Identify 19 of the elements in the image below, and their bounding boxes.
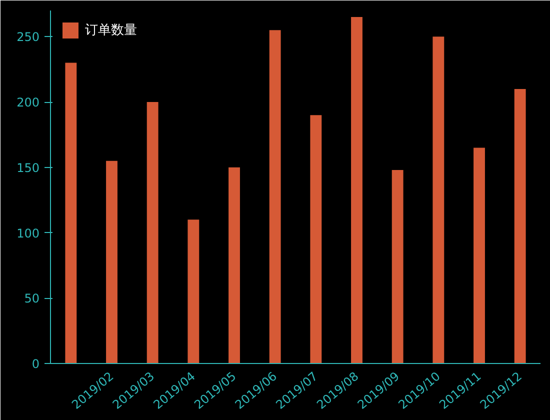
y-tick-label: 150: [16, 160, 40, 175]
bar: [269, 30, 281, 364]
y-tick-label: 100: [16, 226, 40, 240]
bar: [106, 160, 118, 364]
bar: [351, 17, 362, 364]
bar: [188, 220, 200, 364]
y-tick-label: 50: [24, 292, 40, 306]
y-tick-label: 200: [16, 96, 40, 110]
bar: [146, 102, 158, 364]
bar: [432, 36, 444, 364]
bar: [392, 170, 404, 364]
y-tick-label: 250: [16, 30, 40, 44]
bar: [65, 62, 77, 364]
bar: [310, 115, 322, 364]
bar: [474, 148, 485, 364]
bar: [228, 167, 240, 364]
y-tick-label: 0: [32, 357, 40, 371]
legend-label: 订单数量: [85, 22, 137, 39]
bar: [514, 88, 526, 364]
